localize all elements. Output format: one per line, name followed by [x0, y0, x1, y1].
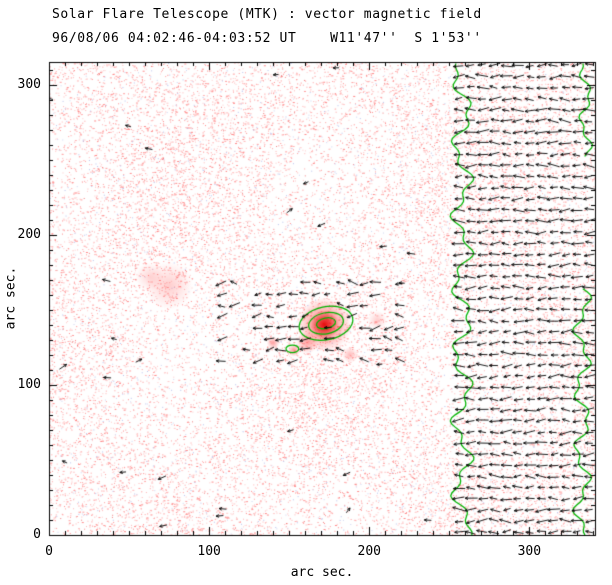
x-axis-label: arc sec. — [290, 565, 354, 580]
y-axis-label: arc sec. — [3, 266, 19, 330]
chart-title: Solar Flare Telescope (MTK) : vector mag… — [52, 7, 482, 22]
chart-subtitle: 96/08/06 04:02:46-04:03:52 UT W11'47'' S… — [52, 31, 482, 46]
